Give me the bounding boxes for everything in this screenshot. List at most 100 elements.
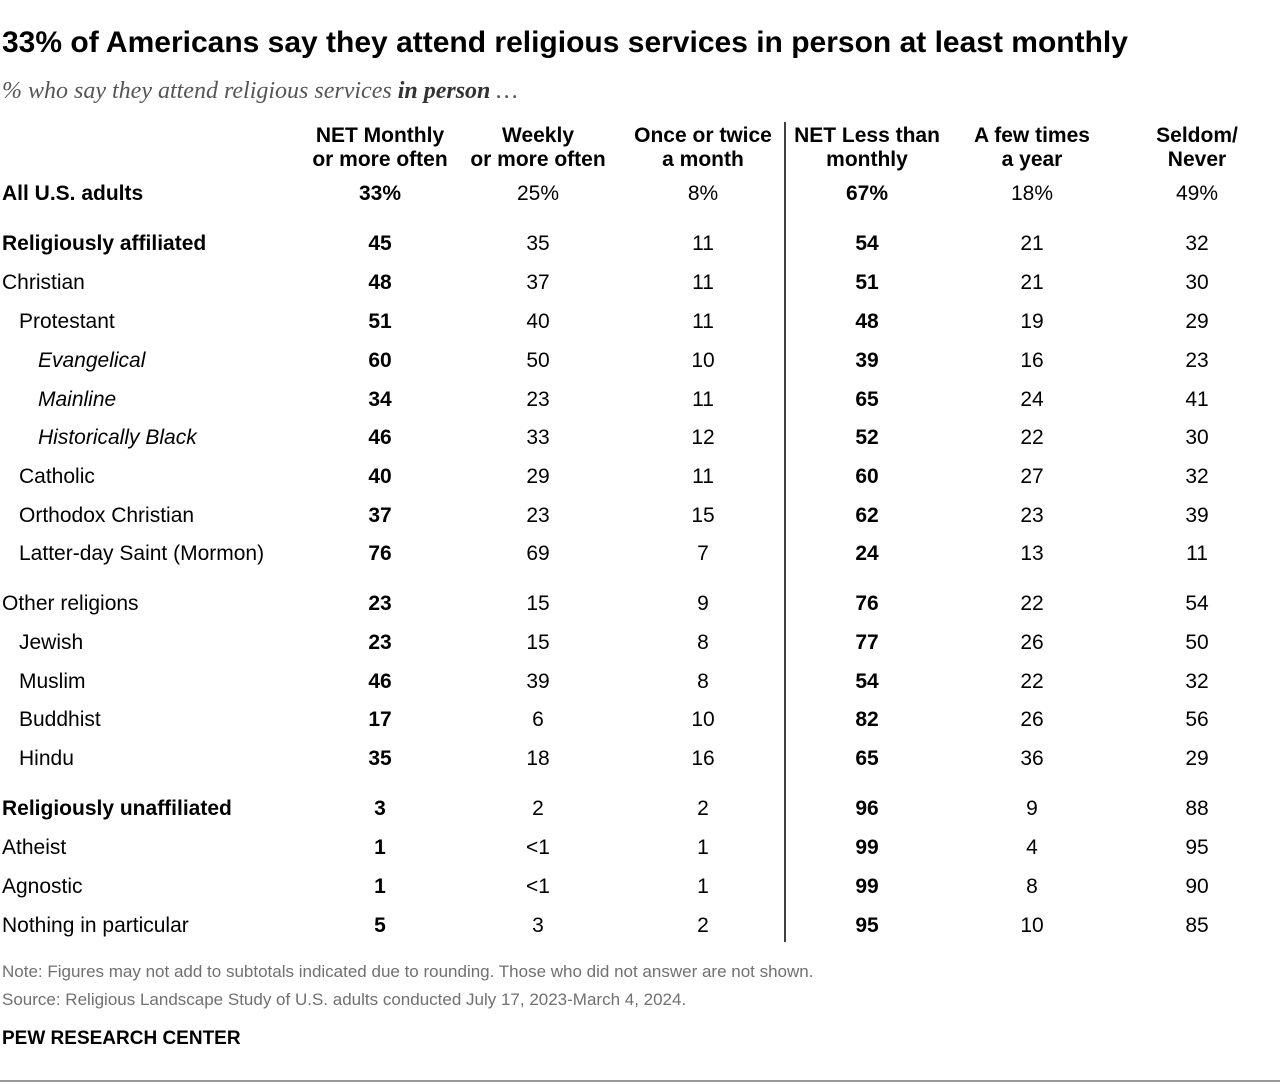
- cell-value: 11: [692, 388, 714, 411]
- cell-value: 32: [1185, 465, 1208, 488]
- cell-value: 99: [855, 836, 878, 859]
- cell-value: 24: [1020, 388, 1044, 411]
- cell-value: 54: [1185, 592, 1209, 615]
- cell-value: 60: [855, 465, 878, 488]
- cell-value: 18: [526, 747, 549, 770]
- cell-value: 48: [855, 310, 879, 333]
- row-label: Atheist: [2, 836, 66, 859]
- cell-value: 95: [855, 914, 879, 937]
- cell-value: 15: [526, 631, 549, 654]
- cell-value: 76: [368, 542, 391, 565]
- cell-value: 82: [855, 708, 878, 731]
- cell-value: 88: [1185, 797, 1208, 820]
- column-header-line2: a month: [662, 148, 744, 171]
- cell-value: 10: [1020, 914, 1043, 937]
- cell-value: 36: [1020, 747, 1043, 770]
- cell-value: 23: [1185, 349, 1208, 372]
- cell-value: 25%: [517, 182, 559, 205]
- row-label: Mainline: [38, 388, 116, 411]
- cell-value: 51: [368, 310, 392, 333]
- cell-value: 18%: [1011, 182, 1053, 205]
- cell-value: 29: [1185, 747, 1208, 770]
- cell-value: 5: [374, 914, 386, 937]
- cell-value: 1: [374, 836, 386, 859]
- cell-value: 52: [855, 426, 878, 449]
- cell-value: 85: [1185, 914, 1208, 937]
- cell-value: 17: [368, 708, 391, 731]
- cell-value: 51: [855, 271, 879, 294]
- cell-value: 1: [697, 875, 709, 898]
- cell-value: 26: [1020, 708, 1043, 731]
- cell-value: 99: [855, 875, 878, 898]
- cell-value: 50: [526, 349, 549, 372]
- cell-value: 2: [532, 797, 544, 820]
- cell-value: 8%: [688, 182, 718, 205]
- row-label: Religiously affiliated: [2, 232, 206, 255]
- cell-value: 11: [692, 310, 714, 333]
- bottom-rule: [0, 1080, 1280, 1082]
- column-header-line1: NET Monthly: [316, 124, 445, 147]
- cell-value: 90: [1185, 875, 1208, 898]
- cell-value: 76: [855, 592, 878, 615]
- cell-value: 77: [855, 631, 878, 654]
- row-label: Nothing in particular: [2, 914, 189, 937]
- cell-value: 33: [526, 426, 549, 449]
- cell-value: 3: [532, 914, 544, 937]
- cell-value: 32: [1185, 232, 1208, 255]
- row-label: Protestant: [19, 310, 115, 333]
- cell-value: 16: [1020, 349, 1043, 372]
- cell-value: 40: [368, 465, 391, 488]
- cell-value: 23: [368, 592, 391, 615]
- cell-value: 11: [692, 465, 714, 488]
- cell-value: 4: [1026, 836, 1038, 859]
- cell-value: 6: [532, 708, 544, 731]
- cell-value: 62: [855, 504, 878, 527]
- cell-value: 45: [368, 232, 392, 255]
- cell-value: 67%: [846, 182, 888, 205]
- cell-value: 29: [526, 465, 549, 488]
- cell-value: 41: [1185, 388, 1208, 411]
- cell-value: 35: [526, 232, 549, 255]
- row-label: Evangelical: [38, 349, 147, 372]
- cell-value: 13: [1020, 542, 1043, 565]
- cell-value: 35: [368, 747, 392, 770]
- cell-value: 8: [697, 631, 709, 654]
- cell-value: 49%: [1176, 182, 1218, 205]
- cell-value: 27: [1020, 465, 1043, 488]
- cell-value: 23: [368, 631, 391, 654]
- cell-value: 26: [1020, 631, 1043, 654]
- cell-value: 19: [1020, 310, 1043, 333]
- row-label: Religiously unaffiliated: [2, 797, 232, 820]
- cell-value: <1: [526, 836, 550, 859]
- cell-value: 16: [691, 747, 714, 770]
- cell-value: 1: [697, 836, 709, 859]
- cell-value: 39: [1185, 504, 1208, 527]
- row-label: All U.S. adults: [2, 182, 143, 205]
- cell-value: 1: [374, 875, 386, 898]
- chart-note: Note: Figures may not add to subtotals i…: [2, 962, 814, 981]
- cell-value: 37: [368, 504, 391, 527]
- row-label: Buddhist: [19, 708, 101, 731]
- cell-value: 3: [374, 797, 386, 820]
- row-label: Jewish: [19, 631, 83, 654]
- cell-value: 22: [1020, 592, 1043, 615]
- row-label: Historically Black: [38, 426, 198, 449]
- chart-subtitle: % who say they attend religious services…: [2, 78, 518, 105]
- subtitle-ellipsis: …: [490, 78, 518, 104]
- cell-value: 10: [691, 349, 714, 372]
- cell-value: 54: [855, 232, 879, 255]
- cell-value: 60: [368, 349, 391, 372]
- cell-value: 23: [526, 388, 549, 411]
- cell-value: 34: [368, 388, 392, 411]
- cell-value: 50: [1185, 631, 1208, 654]
- column-header-line2: Never: [1168, 148, 1226, 171]
- cell-value: 29: [1185, 310, 1208, 333]
- cell-value: 10: [691, 708, 714, 731]
- column-header-line2: or more often: [312, 148, 447, 171]
- cell-value: 37: [526, 271, 549, 294]
- cell-value: 96: [855, 797, 878, 820]
- row-label: Christian: [2, 271, 85, 294]
- row-label: Catholic: [19, 465, 95, 488]
- cell-value: 21: [1020, 232, 1043, 255]
